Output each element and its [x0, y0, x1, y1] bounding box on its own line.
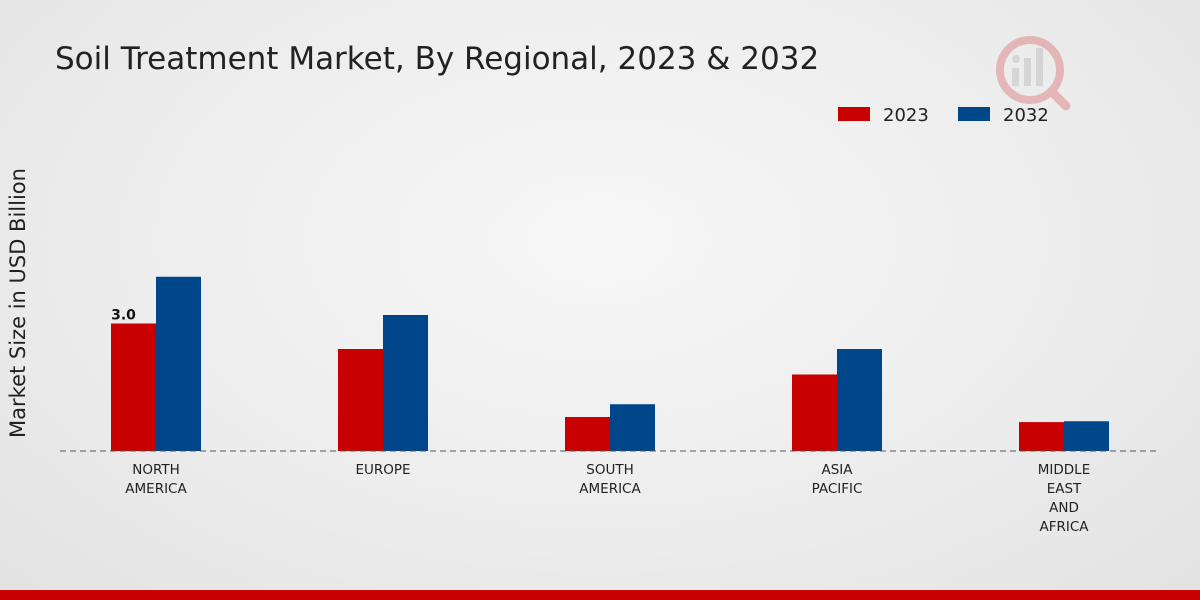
bar-2023-0	[111, 323, 156, 451]
bar-2023-2	[565, 417, 610, 451]
bar-2032-1	[383, 315, 428, 451]
x-tick-label-3: ASIA PACIFIC	[812, 462, 863, 497]
chart-title: Soil Treatment Market, By Regional, 2023…	[55, 41, 819, 77]
footer-bar	[0, 590, 1200, 600]
bar-2023-1	[338, 349, 383, 451]
bar-2032-4	[1064, 421, 1109, 451]
x-tick-label-1: EUROPE	[355, 462, 410, 478]
legend-label-2023: 2023	[883, 105, 929, 126]
legend-swatch-2023	[838, 107, 870, 121]
x-tick-label-4: MIDDLE EAST AND AFRICA	[1038, 462, 1090, 535]
data-labels: 3.0	[111, 308, 136, 324]
bars	[111, 276, 1109, 451]
x-tick-labels: NORTH AMERICA EUROPE SOUTH AMERICA ASIA PACIFI…	[125, 462, 1090, 535]
y-axis-label: Market Size in USD Billion	[6, 168, 30, 438]
market-research-logo-icon	[996, 36, 1071, 111]
bar-2023-4	[1019, 422, 1064, 451]
bar-2032-3	[837, 349, 882, 451]
bar-2023-3	[792, 374, 837, 451]
legend-swatch-2032	[958, 107, 990, 121]
data-label-0: 3.0	[111, 308, 136, 324]
bar-2032-0	[156, 276, 201, 451]
x-tick-label-2: SOUTH AMERICA	[579, 462, 641, 497]
x-tick-label-0: NORTH AMERICA	[125, 462, 187, 497]
bar-2032-2	[610, 404, 655, 451]
legend-label-2032: 2032	[1003, 105, 1049, 126]
legend: 2023 2032	[838, 105, 1049, 126]
